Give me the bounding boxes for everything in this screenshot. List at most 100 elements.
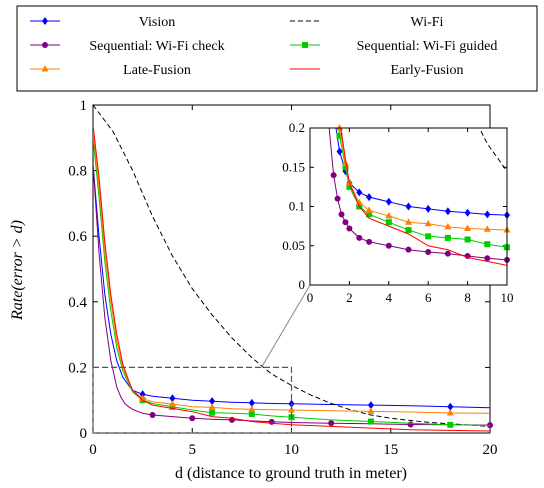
y-tick-label: 0.2: [68, 360, 87, 376]
inset-plot: 0 0.05 0.1 0.15 0.2 0 2 4 6 8 10: [282, 120, 514, 305]
inset-data-point: [366, 211, 373, 218]
data-point: [139, 390, 146, 399]
inset-data-point: [356, 234, 363, 241]
legend-marker: [41, 65, 49, 72]
zoom-connector: [261, 284, 311, 368]
data-point: [248, 398, 255, 407]
inset-data-point: [338, 211, 345, 218]
inset-data-point: [425, 204, 432, 213]
inset-data-point: [405, 246, 412, 253]
inset-y-tick-label: 0: [299, 277, 306, 292]
inset-data-point: [334, 195, 341, 202]
inset-data-point: [444, 234, 451, 241]
legend-entry-late-fusion: Late-Fusion: [30, 63, 191, 78]
inset-data-point: [346, 225, 353, 232]
legend-label: Sequential: Wi-Fi guided: [357, 39, 498, 54]
data-point: [367, 407, 375, 414]
inset-data-point: [424, 219, 432, 227]
inset-data-point: [444, 222, 452, 230]
inset-data-point: [405, 202, 412, 211]
legend-marker: [302, 42, 308, 48]
inset-data-point: [444, 207, 451, 216]
inset-y-tick-label: 0.05: [282, 238, 305, 253]
legend-entry-vision: Vision: [30, 15, 175, 30]
data-point: [209, 409, 216, 416]
series-line: [93, 124, 490, 432]
inset-series-sequential-wi-fi-check: [328, 128, 510, 263]
data-point: [367, 418, 374, 425]
inset-x-tick-label: 8: [464, 290, 471, 305]
inset-data-point: [405, 218, 412, 225]
data-point: [139, 394, 147, 402]
inset-series-line: [340, 128, 507, 266]
inset-data-point: [346, 183, 353, 190]
inset-data-point: [356, 188, 363, 197]
inset-data-point: [385, 211, 393, 219]
y-tick-label: 0.6: [68, 229, 87, 245]
data-point: [288, 406, 295, 413]
inset-data-point: [464, 208, 471, 217]
data-point: [446, 408, 454, 416]
inset-data-point: [330, 172, 337, 179]
inset-x-tick-label: 10: [501, 290, 514, 305]
inset-series-line: [338, 128, 507, 248]
inset-data-point: [385, 242, 392, 249]
inset-x-tick-label: 2: [346, 290, 353, 305]
x-tick-label: 20: [483, 442, 498, 458]
inset-series-early-fusion: [340, 128, 507, 266]
zoom-region: [92, 366, 293, 434]
y-tick-label: 1: [80, 98, 88, 114]
inset-data-point: [336, 132, 343, 139]
inset-data-point: [341, 159, 349, 166]
data-point: [169, 394, 176, 403]
data-point: [149, 411, 156, 418]
inset-y-tick-label: 0.1: [289, 199, 305, 214]
inset-x-tick-label: 0: [307, 290, 314, 305]
inset-data-point: [444, 250, 451, 257]
inset-data-point: [342, 219, 349, 226]
legend-label: Late-Fusion: [123, 63, 191, 78]
legend: Vision Wi-Fi Sequential: Wi-Fi check Sequen…: [16, 5, 538, 92]
data-point: [367, 401, 374, 410]
legend-marker: [42, 17, 48, 25]
x-axis-label: d (distance to ground truth in meter): [175, 465, 407, 482]
inset-data-point: [464, 224, 472, 231]
main-plot: 00.20.40.60.810 5 10 15 20: [68, 98, 497, 458]
data-point: [407, 421, 414, 428]
data-point: [248, 405, 256, 412]
inset-data-point: [425, 233, 432, 240]
x-tick-label: 5: [189, 442, 197, 458]
x-tick-label: 15: [383, 442, 398, 458]
legend-box: [16, 5, 538, 92]
y-tick-label: 0.8: [68, 164, 87, 180]
data-point: [328, 420, 335, 427]
data-point: [268, 418, 275, 425]
inset-y-tick-label: 0.15: [282, 159, 305, 174]
legend-entry-sequential-wi-fi-check: Sequential: Wi-Fi check: [30, 39, 225, 54]
legend-label: Early-Fusion: [390, 63, 463, 78]
series-late-fusion: [93, 131, 490, 416]
legend-label: Wi-Fi: [411, 15, 444, 30]
legend-label: Vision: [139, 15, 176, 30]
inset-data-point: [385, 219, 392, 226]
inset-data-point: [365, 206, 373, 213]
inset-data-point: [366, 238, 373, 245]
inset-x-tick-label: 6: [425, 290, 432, 305]
inset-y-tick-label: 0.2: [289, 120, 305, 135]
legend-entry-early-fusion: Early-Fusion: [290, 63, 464, 78]
x-tick-label: 0: [89, 442, 97, 458]
series-line: [93, 163, 490, 426]
inset-data-point: [484, 241, 491, 248]
y-axis-label: Rate(error > d): [9, 220, 26, 321]
inset-data-point: [484, 210, 491, 219]
y-tick-label: 0.4: [68, 295, 87, 311]
y-tick-label: 0: [80, 426, 88, 442]
series-early-fusion: [93, 124, 490, 432]
legend-entry-wi-fi: Wi-Fi: [290, 15, 444, 30]
inset-series-line: [339, 128, 507, 231]
series-vision: [93, 163, 490, 411]
inset-data-point: [385, 197, 392, 206]
legend-marker: [42, 42, 48, 48]
series-line: [93, 131, 490, 414]
inset-series-line: [335, 128, 507, 216]
